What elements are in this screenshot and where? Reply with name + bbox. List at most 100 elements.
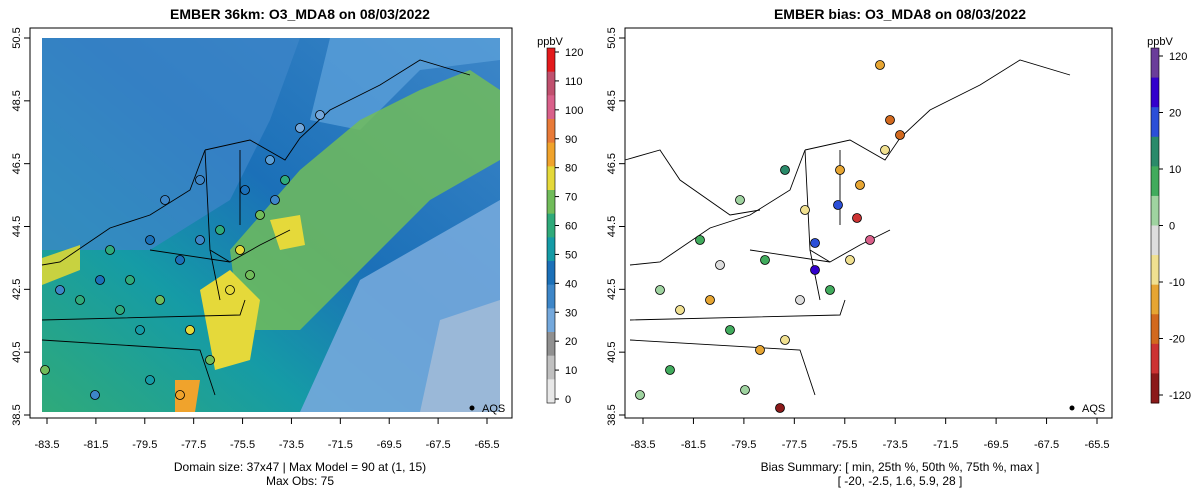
- colorbar: 0 10 20 30 40 50 60 70 80 90 100 110 120: [546, 47, 583, 406]
- colorbar-tick-label: 80: [565, 163, 577, 175]
- colorbar-segment: [1151, 107, 1159, 138]
- x-tick-label: -69.5: [984, 439, 1009, 451]
- colorbar-tick-label: 60: [565, 221, 577, 233]
- model-field: [42, 38, 500, 412]
- x-tick-label: -77.5: [181, 439, 206, 451]
- x-axis: -83.5 -81.5 -79.5 -77.5 -75.5 -73.5 -71.5 -69.5…: [34, 418, 500, 451]
- colorbar-segment: [547, 213, 555, 238]
- x-tick-label: -77.5: [782, 439, 807, 451]
- x-tick-label: -65.5: [1084, 439, 1109, 451]
- colorbar-segment: [547, 119, 555, 144]
- model-caption-line1: Domain size: 37x47 | Max Model = 90 at (…: [173, 460, 427, 474]
- bias-caption-line2: [ -20, -2.5, 1.6, 5.9, 28 ]: [837, 474, 963, 488]
- bias-map-panel: EMBER bias: O3_MDA8 on 08/03/2022: [600, 0, 1200, 502]
- x-tick-label: -83.5: [630, 439, 655, 451]
- colorbar-tick-label: 20: [565, 336, 577, 348]
- colorbar-tick-label: 0: [1169, 221, 1175, 233]
- colorbar-segment: [1151, 255, 1159, 286]
- colorbar-tick-label: -10: [1169, 277, 1185, 289]
- y-tick-label: 40.5: [606, 341, 618, 362]
- colorbar-tick-label: 0: [565, 394, 571, 406]
- colorbar-segment: [547, 332, 555, 357]
- colorbar-tick-label: 40: [565, 278, 577, 290]
- x-tick-label: -73.5: [883, 439, 908, 451]
- colorbar-tick-label: 20: [1169, 108, 1181, 120]
- y-tick-label: 40.5: [11, 341, 23, 362]
- y-tick-label: 46.5: [11, 153, 23, 174]
- x-tick-label: -67.5: [1034, 439, 1059, 451]
- model-map-panel: EMBER 36km: O3_MDA8 on 08/03/2022: [11, 6, 583, 488]
- x-tick-label: -71.5: [328, 439, 353, 451]
- observation-markers: [40, 110, 325, 400]
- colorbar-segment: [1151, 166, 1159, 197]
- bias-map-title: EMBER bias: O3_MDA8 on 08/03/2022: [773, 6, 1027, 22]
- plot-frame: [624, 27, 1113, 419]
- y-tick-label: 42.5: [11, 279, 23, 300]
- colorbar-segment: [547, 261, 555, 286]
- colorbar-segment: [1151, 77, 1159, 108]
- y-tick-label: 48.5: [11, 90, 23, 111]
- x-tick-label: -75.5: [230, 439, 255, 451]
- x-tick-label: -65.5: [474, 439, 499, 451]
- aqs-legend: AQS: [1069, 403, 1105, 415]
- colorbar-segment: [1151, 314, 1159, 345]
- model-map-title: EMBER 36km: O3_MDA8 on 08/03/2022: [170, 6, 430, 22]
- x-tick-label: -75.5: [832, 439, 857, 451]
- x-tick-label: -67.5: [426, 439, 451, 451]
- y-tick-label: 44.5: [606, 216, 618, 237]
- model-map-plot: AQS -83.5 -81.5 -79.5 -77.5 -75.5 -73.5 -71.5-…: [11, 27, 583, 451]
- y-tick-label: 50.5: [606, 27, 618, 48]
- aqs-legend-label: AQS: [482, 403, 505, 415]
- x-tick-label: -79.5: [731, 439, 756, 451]
- colorbar-tick-label: 110: [565, 76, 583, 88]
- colorbar-segment: [547, 142, 555, 167]
- colorbar-segment: [1151, 373, 1159, 404]
- colorbar-tick-label: -20: [1169, 334, 1185, 346]
- colorbar-segment: [547, 71, 555, 96]
- colorbar-tick-label: 120: [565, 47, 583, 59]
- colorbar-tick-label: 120: [1169, 51, 1187, 63]
- map-borders: [624, 59, 1071, 396]
- model-caption-line2: Max Obs: 75: [265, 474, 335, 488]
- colorbar-segment: [1151, 225, 1159, 256]
- y-axis: 38.5 40.5 42.5 44.5 46.5 48.5 50.5: [11, 27, 30, 426]
- plot-frame: [29, 27, 513, 419]
- x-tick-label: -81.5: [83, 439, 108, 451]
- colorbar-segment: [547, 284, 555, 309]
- y-tick-label: 46.5: [606, 153, 618, 174]
- map-borders: [41, 59, 471, 396]
- x-tick-label: -73.5: [279, 439, 304, 451]
- colorbar-tick-label: 50: [565, 249, 577, 261]
- x-tick-label: -81.5: [681, 439, 706, 451]
- colorbar-tick-label: 90: [565, 134, 577, 146]
- x-tick-label: -79.5: [132, 439, 157, 451]
- colorbar-tick-label: -120: [1169, 390, 1191, 402]
- colorbar-segment: [547, 379, 555, 404]
- y-tick-label: 38.5: [606, 404, 618, 425]
- aqs-legend: AQS: [469, 403, 505, 415]
- colorbar-tick-label: 70: [565, 192, 577, 204]
- colorbar-segment: [1151, 48, 1159, 79]
- colorbar-segment: [1151, 343, 1159, 374]
- colorbar-segment: [547, 308, 555, 333]
- colorbar-tick-label: 100: [565, 105, 583, 117]
- x-tick-label: -69.5: [377, 439, 402, 451]
- y-tick-label: 42.5: [606, 279, 618, 300]
- aqs-legend-label: AQS: [1082, 403, 1105, 415]
- colorbar-segment: [547, 190, 555, 215]
- y-tick-label: 48.5: [606, 90, 618, 111]
- colorbar-segment: [547, 95, 555, 120]
- colorbar-segment: [1151, 136, 1159, 167]
- colorbar-tick-label: 10: [565, 365, 577, 377]
- y-tick-label: 38.5: [11, 404, 23, 425]
- y-tick-label: 44.5: [11, 216, 23, 237]
- x-axis: -83.5 -81.5 -79.5 -77.5 -75.5 -73.5 -71.5 -69.5…: [630, 418, 1110, 451]
- colorbar-segment: [547, 166, 555, 191]
- bias-markers: [635, 60, 905, 413]
- colorbar-segment: [1151, 195, 1159, 226]
- colorbar-tick-label: 10: [1169, 164, 1181, 176]
- colorbar-segment: [547, 237, 555, 262]
- y-tick-label: 50.5: [11, 27, 23, 48]
- x-tick-label: -71.5: [933, 439, 958, 451]
- colorbar-unit-label: ppbV: [1147, 36, 1173, 48]
